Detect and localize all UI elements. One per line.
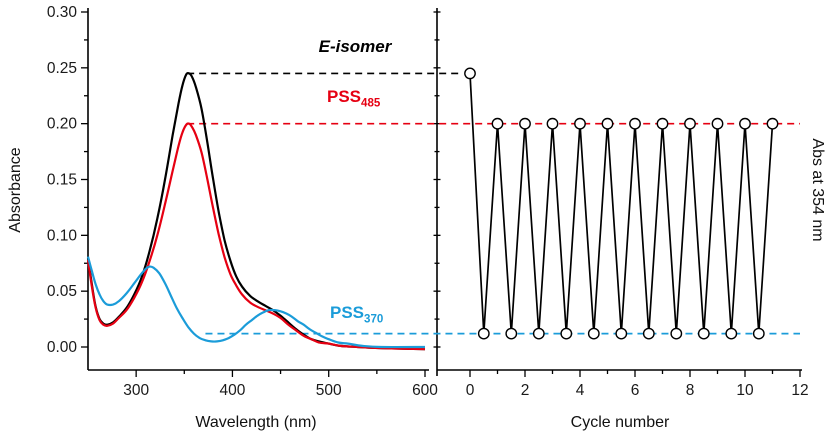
data-marker xyxy=(615,327,628,340)
right-y-axis-title: Abs at 354 nm xyxy=(809,138,826,242)
svg-text:0.20: 0.20 xyxy=(47,116,78,133)
ticks xyxy=(81,11,801,377)
data-marker xyxy=(574,117,586,130)
pss485-label: PSS xyxy=(327,87,362,106)
svg-text:6: 6 xyxy=(631,382,640,399)
annotation-pss485: PSS485 xyxy=(327,87,380,109)
pss370-label: PSS xyxy=(330,303,365,322)
data-marker xyxy=(752,327,765,340)
svg-text:300: 300 xyxy=(123,382,149,399)
data-marker xyxy=(670,327,683,340)
data-marker xyxy=(725,327,738,340)
data-marker xyxy=(464,67,476,80)
svg-text:0.10: 0.10 xyxy=(47,227,78,244)
cycle-line xyxy=(469,73,774,334)
svg-text:0.05: 0.05 xyxy=(47,283,77,300)
right-x-axis-title: Cycle number xyxy=(570,414,670,431)
svg-text:0.25: 0.25 xyxy=(47,60,77,77)
svg-text:12: 12 xyxy=(791,382,808,399)
data-marker xyxy=(684,117,696,130)
data-marker xyxy=(560,327,573,340)
series-PSS370 xyxy=(86,256,426,349)
left-x-axis-title: Wavelength (nm) xyxy=(195,414,317,431)
data-marker xyxy=(656,117,669,130)
svg-text:0: 0 xyxy=(466,382,475,399)
tick-labels: 0.00 0.05 0.10 0.15 0.20 0.25 0.30 300 400 500 600… xyxy=(47,4,809,399)
cycle-markers xyxy=(464,67,779,340)
data-marker xyxy=(546,117,559,130)
data-marker xyxy=(642,327,655,340)
svg-text:0.30: 0.30 xyxy=(47,4,78,21)
data-marker xyxy=(697,327,710,340)
data-marker xyxy=(532,327,545,340)
svg-text:4: 4 xyxy=(576,382,585,399)
svg-text:500: 500 xyxy=(316,382,342,399)
data-marker xyxy=(739,117,751,130)
data-marker xyxy=(477,327,490,340)
data-marker xyxy=(766,117,779,130)
svg-text:0.00: 0.00 xyxy=(47,339,78,356)
data-marker xyxy=(629,117,641,130)
data-marker xyxy=(491,117,504,130)
svg-text:8: 8 xyxy=(686,382,695,399)
data-marker xyxy=(587,327,600,340)
svg-text:10: 10 xyxy=(736,382,754,399)
svg-text:400: 400 xyxy=(219,382,245,399)
pss485-subscript: 485 xyxy=(361,97,381,110)
data-marker xyxy=(601,117,614,130)
data-marker xyxy=(711,117,724,130)
pss370-subscript: 370 xyxy=(364,313,384,326)
data-marker xyxy=(505,327,518,340)
svg-text:600: 600 xyxy=(412,382,438,399)
svg-text:0.15: 0.15 xyxy=(47,172,77,189)
series-PSS485 xyxy=(86,122,426,351)
left-y-axis-title: Absorbance xyxy=(7,147,24,233)
annotation-pss370: PSS370 xyxy=(330,303,383,325)
annotation-e-isomer: E-isomer xyxy=(318,37,392,56)
svg-text:2: 2 xyxy=(521,382,530,399)
data-marker xyxy=(519,117,531,130)
